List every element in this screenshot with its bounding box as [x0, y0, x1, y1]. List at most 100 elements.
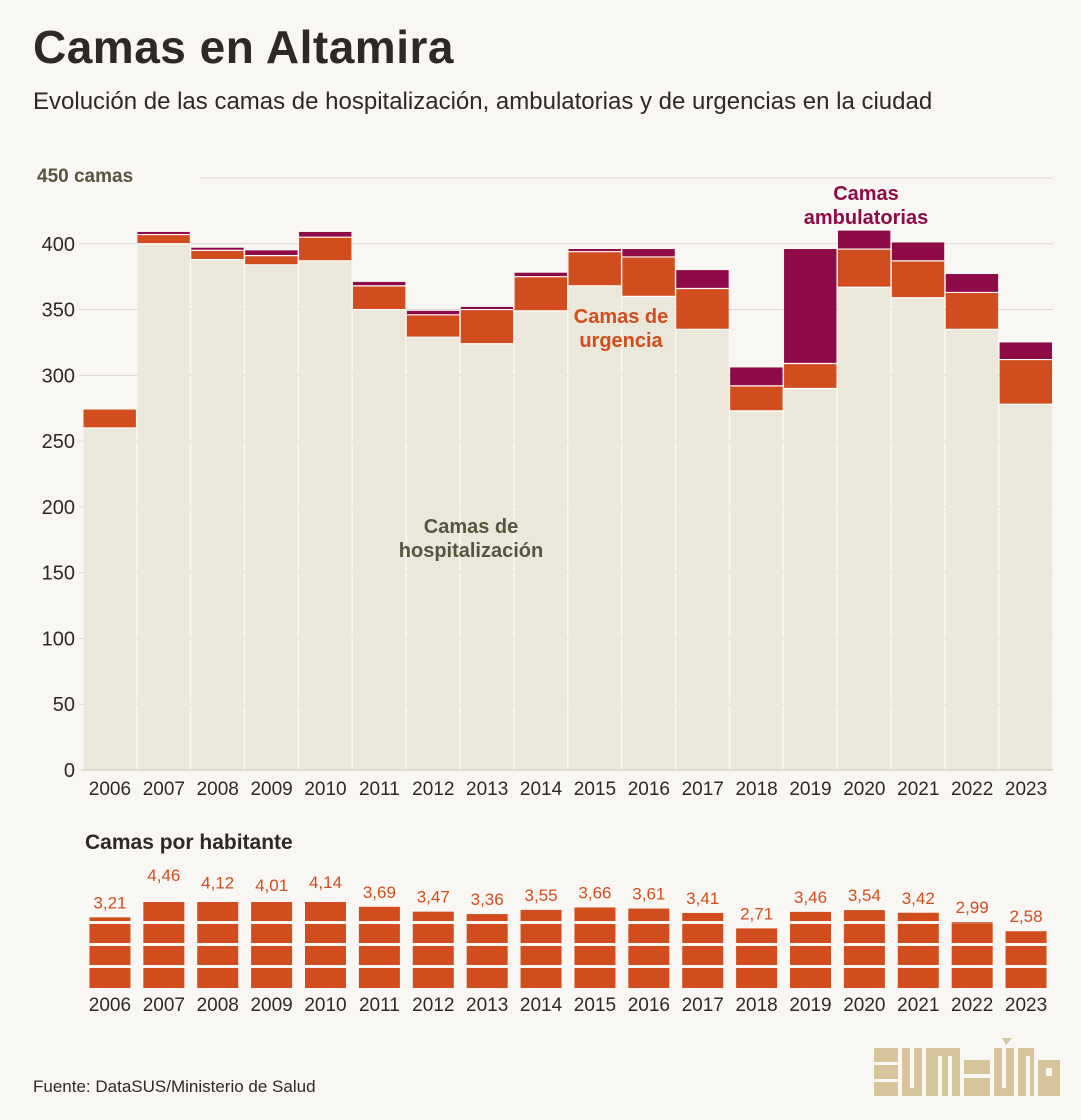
bar-segment: [245, 250, 298, 256]
per-capita-bar-segment: [251, 902, 293, 921]
x-tick-label: 2007: [143, 779, 185, 800]
per-capita-value-label: 4,14: [309, 873, 342, 892]
bar-segment: [568, 249, 621, 252]
per-capita-bar-segment: [682, 912, 724, 921]
x-tick-label: 2014: [520, 779, 563, 800]
bar-segment: [891, 260, 945, 298]
bar-segment: [676, 288, 729, 330]
per-capita-bar-segment: [358, 968, 400, 988]
per-capita-value-label: 2,58: [1010, 907, 1043, 926]
per-capita-bar-segment: [466, 968, 508, 988]
per-capita-value-label: 3,21: [93, 893, 126, 912]
per-capita-bar-segment: [951, 968, 993, 988]
x-tick-label: 2022: [951, 779, 993, 800]
bar-segment: [137, 243, 190, 770]
source-note: Fuente: DataSUS/Ministerio de Salud: [33, 1077, 316, 1096]
per-capita-bar-segment: [1005, 946, 1047, 965]
y-tick-label: 250: [42, 431, 75, 453]
per-capita-bar-segment: [466, 946, 508, 965]
x-tick-label: 2021: [897, 995, 939, 1016]
x-tick-label: 2006: [89, 779, 131, 800]
bar-segment: [83, 427, 136, 770]
x-tick-label: 2016: [628, 995, 670, 1016]
x-tick-label: 2007: [143, 995, 185, 1016]
bar-segment: [191, 250, 244, 260]
per-capita-bar-segment: [843, 910, 885, 921]
bar-segment: [460, 343, 514, 770]
bar-segment: [676, 329, 729, 770]
per-capita-bar-segment: [682, 946, 724, 965]
per-capita-bar-segment: [305, 968, 346, 988]
per-capita-bar-segment: [89, 924, 131, 943]
bar-segment: [891, 242, 945, 261]
x-tick-label: 2015: [574, 779, 616, 800]
per-capita-bar-segment: [843, 968, 885, 988]
x-tick-label: 2012: [412, 995, 454, 1016]
per-capita-bar-segment: [951, 946, 993, 965]
bar-segment: [622, 249, 675, 257]
series-label: Camas de: [424, 516, 519, 538]
bar-segment: [83, 409, 136, 428]
per-capita-bar-segment: [574, 968, 616, 988]
series-label: Camas: [833, 183, 899, 205]
bar-segment: [622, 256, 675, 297]
bar-segment: [945, 292, 999, 330]
per-capita-value-label: 3,61: [632, 885, 665, 904]
bar-segment: [137, 234, 190, 244]
per-capita-bar-segment: [951, 922, 993, 924]
x-tick-label: 2014: [520, 995, 563, 1016]
per-capita-value-label: 2,71: [740, 904, 773, 923]
bar-segment: [137, 231, 190, 235]
per-capita-bar-segment: [843, 924, 885, 943]
series-label: hospitalización: [399, 540, 543, 562]
x-tick-label: 2019: [789, 779, 831, 800]
bar-segment: [406, 310, 460, 315]
x-tick-label: 2023: [1005, 995, 1047, 1016]
bar-segment: [299, 260, 352, 770]
per-capita-bar-segment: [89, 946, 131, 965]
bar-segment: [999, 404, 1052, 770]
per-capita-value-label: 3,41: [686, 889, 719, 908]
x-tick-label: 2022: [951, 995, 993, 1016]
x-tick-label: 2017: [682, 995, 724, 1016]
per-capita-bar-segment: [305, 946, 346, 965]
bar-segment: [891, 297, 945, 770]
per-capita-bar-segment: [736, 928, 778, 943]
bar-segment: [837, 230, 891, 250]
per-capita-bar-segment: [628, 968, 670, 988]
per-capita-bar-segment: [790, 946, 831, 965]
bar-segment: [245, 255, 298, 265]
per-capita-bar-segment: [897, 946, 939, 965]
bar-segment: [406, 314, 460, 338]
x-tick-label: 2012: [412, 779, 454, 800]
per-capita-bar-segment: [358, 906, 400, 921]
bar-segment: [299, 231, 352, 238]
bar-segment: [352, 281, 406, 286]
per-capita-bar-segment: [520, 968, 562, 988]
per-capita-bar-segment: [251, 946, 293, 965]
per-capita-bar-segment: [305, 902, 346, 921]
bar-segment: [299, 237, 352, 261]
per-capita-value-label: 3,54: [848, 886, 881, 905]
x-tick-label: 2019: [789, 995, 831, 1016]
y-tick-label: 100: [42, 628, 75, 650]
per-capita-bar-segment: [412, 968, 454, 988]
x-tick-label: 2023: [1005, 779, 1047, 800]
x-tick-label: 2008: [197, 779, 239, 800]
per-capita-value-label: 2,99: [956, 898, 989, 917]
bar-segment: [460, 309, 514, 344]
per-capita-bar-segment: [251, 968, 293, 988]
bar-segment: [784, 249, 837, 364]
y-tick-label: 0: [64, 760, 75, 782]
per-capita-bar-segment: [951, 924, 993, 943]
bar-segment: [568, 285, 621, 770]
per-capita-bar-segment: [89, 917, 131, 921]
per-capita-bar-segment: [574, 946, 616, 965]
per-capita-bar-segment: [628, 908, 670, 921]
per-capita-value-label: 4,01: [255, 876, 288, 895]
bar-segment: [784, 363, 837, 389]
bar-segment: [945, 274, 999, 293]
x-tick-label: 2011: [359, 995, 400, 1016]
bar-segment: [352, 309, 406, 770]
bar-segment: [730, 385, 783, 411]
